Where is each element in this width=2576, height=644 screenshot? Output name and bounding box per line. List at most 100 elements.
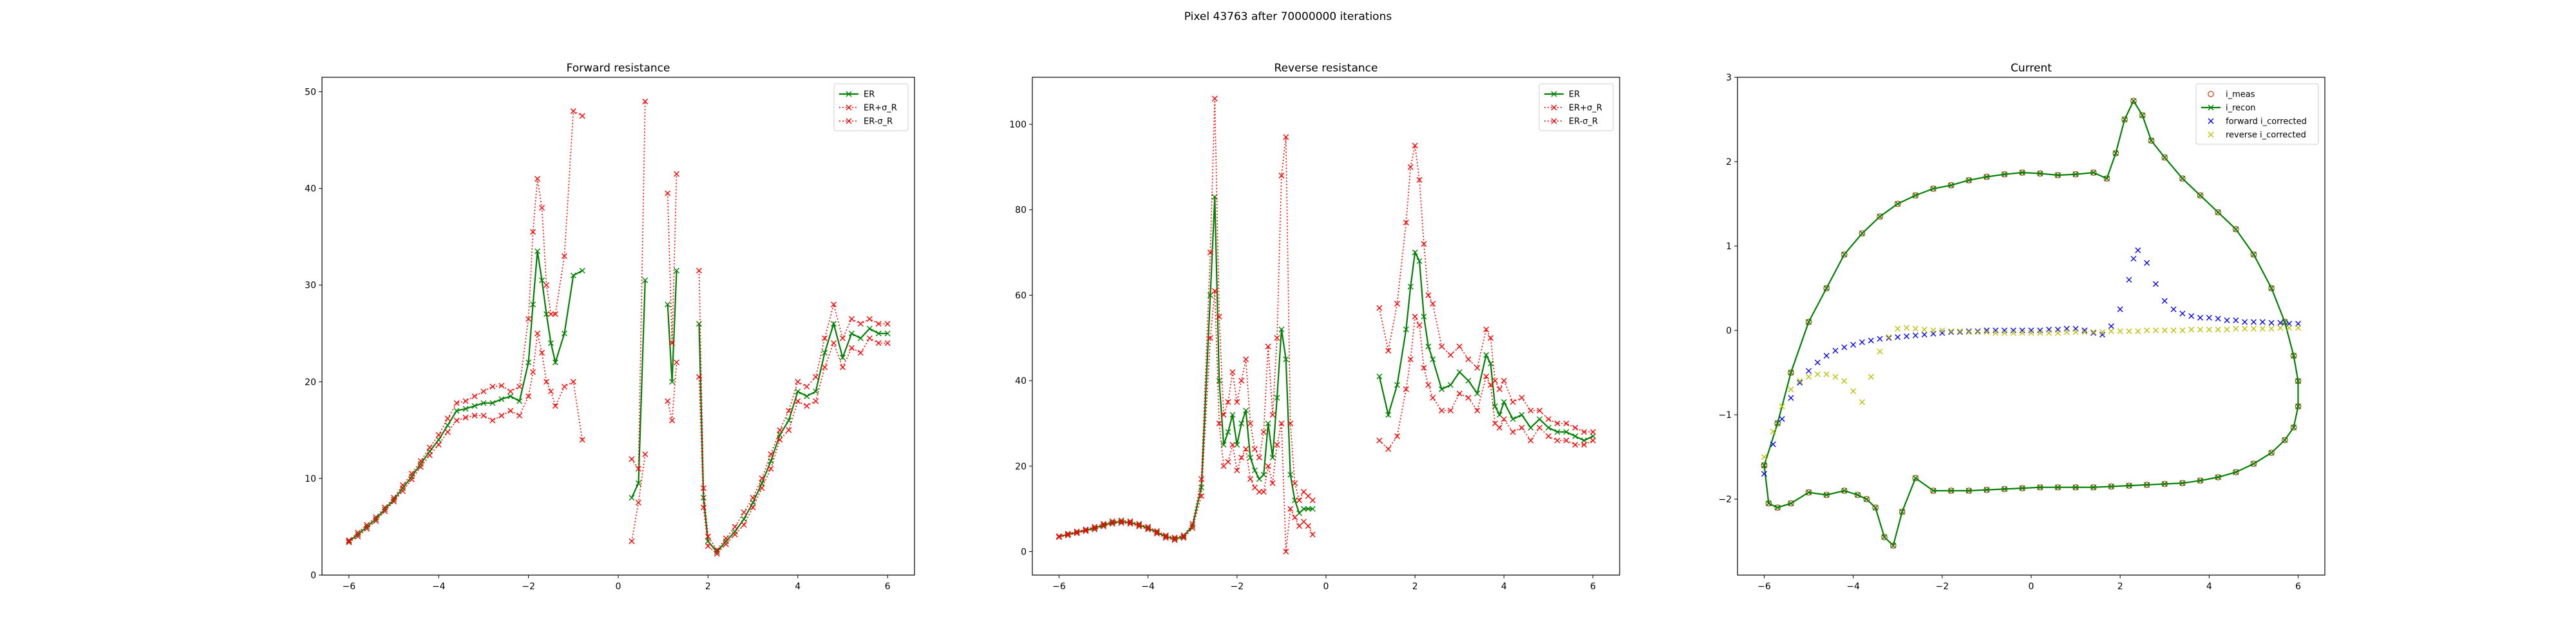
plot-area	[1761, 97, 2302, 549]
series-i-meas-point	[2268, 450, 2275, 456]
series-er-r-point	[507, 408, 514, 414]
series-i-meas-point	[2233, 226, 2239, 232]
series-er-r-point	[857, 350, 864, 356]
series-er-point	[696, 321, 702, 327]
series-er-r-point	[786, 427, 792, 433]
series-er-point	[795, 388, 801, 395]
series-er-r-point	[1563, 420, 1569, 426]
series-er-r-point	[1189, 525, 1196, 531]
series-er-r-point	[1056, 534, 1062, 540]
legend-label: reverse i_corrected	[2226, 131, 2306, 140]
series-reverse-i-corrected-point	[1921, 327, 1927, 333]
series-er-point	[1537, 416, 1543, 422]
series-er-point	[1180, 533, 1187, 540]
series-er-point	[1519, 412, 1525, 418]
series-i-meas-point	[2282, 437, 2288, 444]
series-er-r-point	[552, 311, 558, 317]
series-er-r-point	[1247, 420, 1254, 426]
series-er-r-point	[1447, 352, 1454, 358]
series-i-recon	[1761, 98, 2302, 549]
series-er-point	[1260, 471, 1267, 478]
series-er-r-point	[1171, 535, 1178, 541]
series-i-recon-point	[2130, 98, 2137, 104]
series-er-r-point	[1421, 241, 1427, 247]
series-i-meas-point	[2148, 137, 2155, 144]
series-er-point	[1465, 377, 1472, 384]
series-er-r-point	[866, 316, 873, 322]
series-er-r-point	[561, 383, 567, 390]
series-er-r-point	[1256, 455, 1262, 461]
series-reverse-i-corrected-point	[2117, 328, 2123, 334]
series-er-r-point	[1412, 314, 1418, 320]
series-er-r-point	[741, 509, 747, 515]
series-er-r-point	[462, 414, 469, 421]
series-er-r-point	[1554, 420, 1560, 426]
series-er-point	[1238, 420, 1245, 426]
series-er-r-point	[723, 535, 729, 542]
series-reverse-i-corrected-point	[2233, 325, 2239, 332]
series-er-r-point	[1083, 528, 1089, 535]
series-er-r-point	[498, 383, 505, 389]
series-i-recon-point	[1788, 500, 1794, 507]
series-er-r-point	[1229, 442, 1236, 448]
series-er-r-point	[1092, 524, 1098, 530]
series-er-r-point	[1251, 484, 1258, 491]
series-i-recon-point	[2002, 171, 2008, 178]
series-er-r-point	[1563, 437, 1569, 444]
series-er-r-point	[1483, 373, 1490, 379]
series-forward-i-corrected-point	[2108, 323, 2114, 329]
series-er-r-point	[866, 335, 873, 341]
series-er-r-point	[1439, 408, 1445, 414]
series-i-meas-point	[2103, 175, 2110, 182]
series-reverse-i-corrected-point	[1850, 388, 1857, 394]
series-er-point	[1225, 429, 1231, 435]
series-forward-i-corrected-point	[2081, 327, 2088, 334]
series-er-r-point	[1269, 480, 1276, 486]
series-er-r-point	[1145, 526, 1151, 533]
series-er-r-point	[1519, 424, 1525, 431]
series-er-r-point	[839, 335, 846, 341]
series-forward-i-corrected-point	[1975, 328, 1981, 334]
series-er-r-point	[804, 402, 810, 409]
series-i-recon-point	[2037, 484, 2043, 491]
series-forward-i-corrected-point	[2002, 327, 2008, 334]
series-er-r-point	[665, 190, 671, 196]
series-er-r-point	[1572, 442, 1578, 448]
series-er-r-point	[435, 431, 442, 438]
series-er-r-point	[552, 402, 558, 409]
series-er-point	[884, 330, 891, 337]
series-i-recon-line	[1763, 99, 2299, 547]
series-forward-i-corrected-point	[1841, 344, 1848, 350]
series-er-point	[866, 325, 873, 332]
legend-marker	[2208, 104, 2214, 111]
series-er-point	[535, 248, 541, 254]
series-er-r-point	[1430, 301, 1436, 307]
series-er-r-point	[399, 488, 406, 494]
series-forward-i-corrected-point	[2010, 327, 2016, 334]
y-tick-label: −1	[1718, 410, 1732, 421]
series-er-r-point	[1292, 480, 1298, 486]
series-i-recon-point	[2019, 485, 2025, 491]
series-i-meas-point	[2197, 192, 2204, 199]
series-er-r-point	[665, 398, 671, 404]
legend-label: i_recon	[2226, 104, 2256, 113]
series-i-recon-point	[1806, 489, 1812, 496]
legend-entry: ER-σ_R	[1544, 117, 1598, 127]
series-er-r-point	[768, 451, 774, 457]
legend-label: ER-σ_R	[864, 117, 893, 127]
series-i-recon-point	[2250, 460, 2257, 467]
series-er-r-point	[1136, 523, 1142, 529]
series-er-point	[1287, 471, 1294, 478]
series-er-r-point	[1407, 356, 1414, 363]
series-reverse-i-corrected-point	[2144, 327, 2150, 334]
series-er-point	[526, 359, 532, 366]
series-forward-i-corrected-point	[1886, 335, 1892, 341]
series-er-r-point	[1425, 292, 1432, 298]
series-reverse-i-corrected-point	[1788, 386, 1794, 393]
series-i-recon-point	[2282, 319, 2288, 325]
series-er-point	[822, 350, 828, 356]
series-i-recon-point	[2291, 424, 2297, 431]
series-forward-i-corrected-point	[2295, 321, 2302, 327]
series-er-r-point	[1537, 408, 1543, 414]
series-er-point	[453, 408, 460, 414]
